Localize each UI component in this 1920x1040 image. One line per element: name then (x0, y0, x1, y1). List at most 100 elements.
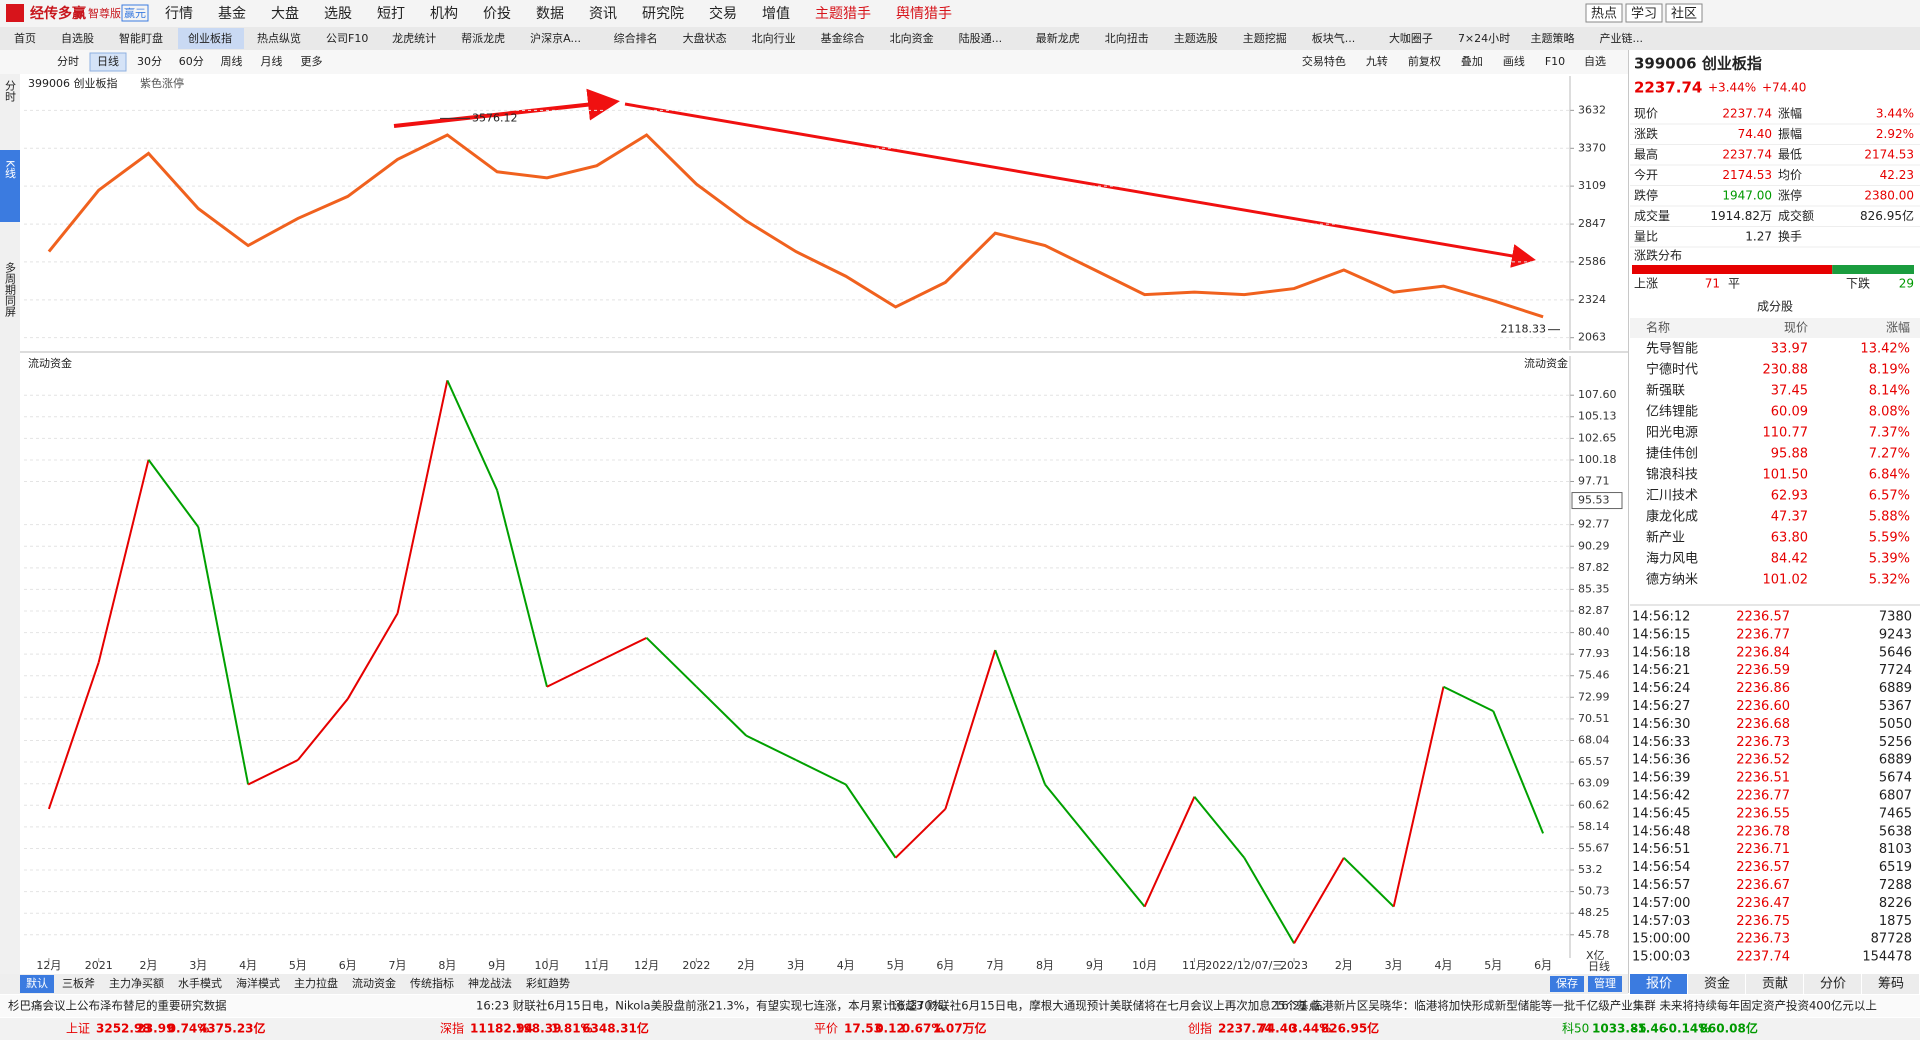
stock-name[interactable]: 捷佳伟创 (1646, 447, 1698, 462)
indicator-tab[interactable]: 流动资金 (352, 976, 396, 990)
tab[interactable]: 陆股通... (959, 31, 1003, 45)
tab[interactable]: 龙虎统计 (392, 32, 436, 45)
side-tab[interactable]: 多周期同屏 (4, 261, 17, 318)
tab[interactable]: 最新龙虎 (1036, 31, 1080, 45)
menu-item[interactable]: 短打 (377, 5, 405, 22)
period-button[interactable]: 日线 (97, 54, 119, 68)
menu-item[interactable]: 舆情猎手 (896, 6, 952, 22)
tab[interactable]: 主题策略 (1530, 31, 1574, 45)
tab[interactable]: 创业板指 (188, 31, 232, 45)
stock-name[interactable]: 宁德时代 (1646, 362, 1698, 378)
menu-item[interactable]: 研究院 (642, 6, 684, 22)
panel-tab[interactable]: 贡献 (1762, 977, 1788, 992)
menu-item[interactable]: 交易 (709, 5, 737, 22)
top-button[interactable]: 社区 (1671, 6, 1697, 22)
panel-tab[interactable]: 筹码 (1878, 976, 1904, 992)
menu-item[interactable]: 基金 (218, 5, 246, 22)
menu-item[interactable]: 价投 (483, 6, 511, 22)
menu-item[interactable]: 资讯 (589, 6, 617, 22)
indicator-right-bg (1550, 976, 1584, 992)
tab[interactable]: 主题选股 (1174, 32, 1218, 45)
tab[interactable]: 综合排名 (614, 31, 658, 45)
news-item[interactable]: 16:23 财联社6月15日电，摩根大通现预计美联储将在七月会议上再次加息25个… (890, 999, 1331, 1013)
news-item[interactable]: 16:23 财联社6月15日电，Nikola美股盘前涨21.3%，有望实现七连涨… (476, 999, 954, 1013)
tab[interactable]: 公司F10 (326, 32, 368, 45)
tab[interactable]: 北向资金 (890, 31, 934, 45)
indicator-tab[interactable]: 海洋模式 (236, 976, 280, 990)
stock-name[interactable]: 康龙化成 (1646, 509, 1698, 525)
tab[interactable]: 产业链... (1599, 31, 1643, 45)
tool-button[interactable]: 交易特色 (1302, 54, 1346, 68)
news-item[interactable]: 杉巴痛会议上公布泽布替尼的重要研究数据 (8, 999, 227, 1013)
tab[interactable]: 基金综合 (821, 31, 865, 45)
flow-segment (1492, 710, 1545, 834)
stock-name[interactable]: 海力风电 (1646, 552, 1698, 567)
period-button[interactable]: 分时 (57, 55, 79, 68)
y-tick-label: 3632 (1578, 103, 1606, 116)
top-button[interactable]: 热点 (1591, 7, 1617, 22)
stock-name[interactable]: 亿纬锂能 (1646, 405, 1698, 420)
tab[interactable]: 自选股 (61, 32, 94, 45)
top-button[interactable]: 学习 (1631, 6, 1657, 22)
menu-item[interactable]: 大盘 (271, 5, 299, 22)
tab[interactable]: 热点纵览 (257, 31, 301, 45)
indicator-tab[interactable]: 神龙战法 (468, 976, 512, 990)
period-button[interactable]: 周线 (221, 54, 243, 68)
indicator-tab[interactable]: 默认 (26, 977, 48, 990)
panel-tab[interactable]: 分价 (1820, 977, 1846, 992)
high-label: 3576.12 (472, 111, 518, 124)
side-tab[interactable]: K线 (4, 160, 17, 178)
indicator-tab[interactable]: 三板斧 (62, 976, 95, 990)
tool-button[interactable]: 画线 (1503, 54, 1525, 68)
stock-name[interactable]: 先导智能 (1646, 342, 1698, 357)
tool-button[interactable]: 叠加 (1461, 55, 1483, 68)
y-tick-label: 68.04 (1578, 733, 1610, 746)
y-tick-label: 50.73 (1578, 885, 1610, 898)
period-button[interactable]: 月线 (261, 54, 283, 68)
period-button[interactable]: 60分 (179, 55, 204, 68)
panel-tab[interactable]: 报价 (1646, 977, 1672, 992)
tool-button[interactable]: 自选 (1584, 55, 1606, 68)
indicator-right[interactable]: 保存 (1556, 976, 1578, 990)
tab[interactable]: 北向扭击 (1105, 31, 1149, 45)
menu-item[interactable]: 主题猎手 (815, 6, 871, 22)
tab[interactable]: 7×24小时 (1458, 32, 1510, 45)
stock-name[interactable]: 锦浪科技 (1646, 468, 1698, 483)
tab[interactable]: 帮派龙虎 (461, 32, 505, 45)
indicator-right[interactable]: 管理 (1594, 976, 1616, 990)
tab[interactable]: 大盘状态 (683, 31, 727, 45)
stock-name[interactable]: 汇川技术 (1646, 489, 1698, 504)
indicator-tab[interactable]: 彩虹趋势 (526, 977, 570, 990)
tab[interactable]: 智能盯盘 (119, 31, 163, 45)
menu-item[interactable]: 数据 (536, 6, 564, 22)
index-name: 平价 (814, 1022, 838, 1036)
menu-item[interactable]: 机构 (430, 6, 458, 22)
tab[interactable]: 大咖圈子 (1389, 31, 1433, 45)
tool-button[interactable]: F10 (1545, 55, 1565, 68)
tab[interactable]: 北向行业 (752, 31, 796, 45)
menu-item[interactable]: 增值 (762, 6, 790, 22)
tab[interactable]: 首页 (14, 31, 36, 45)
quote-value: 2237.74 (1722, 107, 1772, 121)
stock-name[interactable]: 德方纳米 (1646, 572, 1698, 588)
period-button[interactable]: 30分 (137, 55, 162, 68)
news-item[interactable]: 16:21 临港新片区吴晓华：临港将加快形成新型储能等一批千亿级产业集群 未来将… (1274, 999, 1877, 1013)
stock-name[interactable]: 阳光电源 (1646, 426, 1698, 441)
tab[interactable]: 主题挖掘 (1243, 31, 1287, 45)
indicator-tab[interactable]: 主力拉盘 (294, 976, 338, 990)
quote-value: 2237.74 (1722, 148, 1772, 162)
side-tab[interactable]: 分时 (4, 80, 17, 102)
period-button[interactable]: 更多 (301, 54, 323, 68)
tab[interactable]: 沪深京A... (530, 31, 581, 45)
menu-item[interactable]: 行情 (165, 6, 193, 22)
indicator-tab[interactable]: 水手模式 (178, 976, 222, 990)
panel-tab[interactable]: 资金 (1704, 976, 1730, 992)
indicator-tab[interactable]: 传统指标 (410, 976, 454, 990)
tool-button[interactable]: 九转 (1366, 54, 1388, 68)
tab[interactable]: 板块气... (1312, 31, 1356, 45)
indicator-tab[interactable]: 主力净买额 (109, 976, 164, 990)
tool-button[interactable]: 前复权 (1408, 54, 1441, 68)
stock-name[interactable]: 新产业 (1646, 530, 1685, 546)
stock-name[interactable]: 新强联 (1646, 383, 1685, 399)
menu-item[interactable]: 选股 (324, 6, 352, 22)
